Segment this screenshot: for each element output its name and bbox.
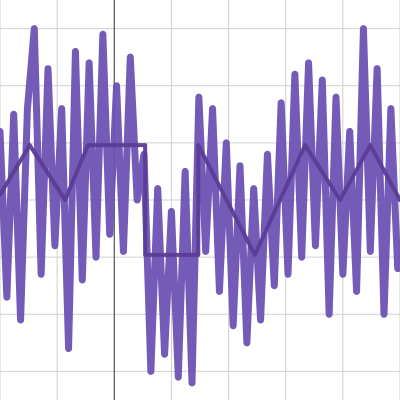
plot-line <box>0 143 400 257</box>
plot-line <box>0 25 400 387</box>
